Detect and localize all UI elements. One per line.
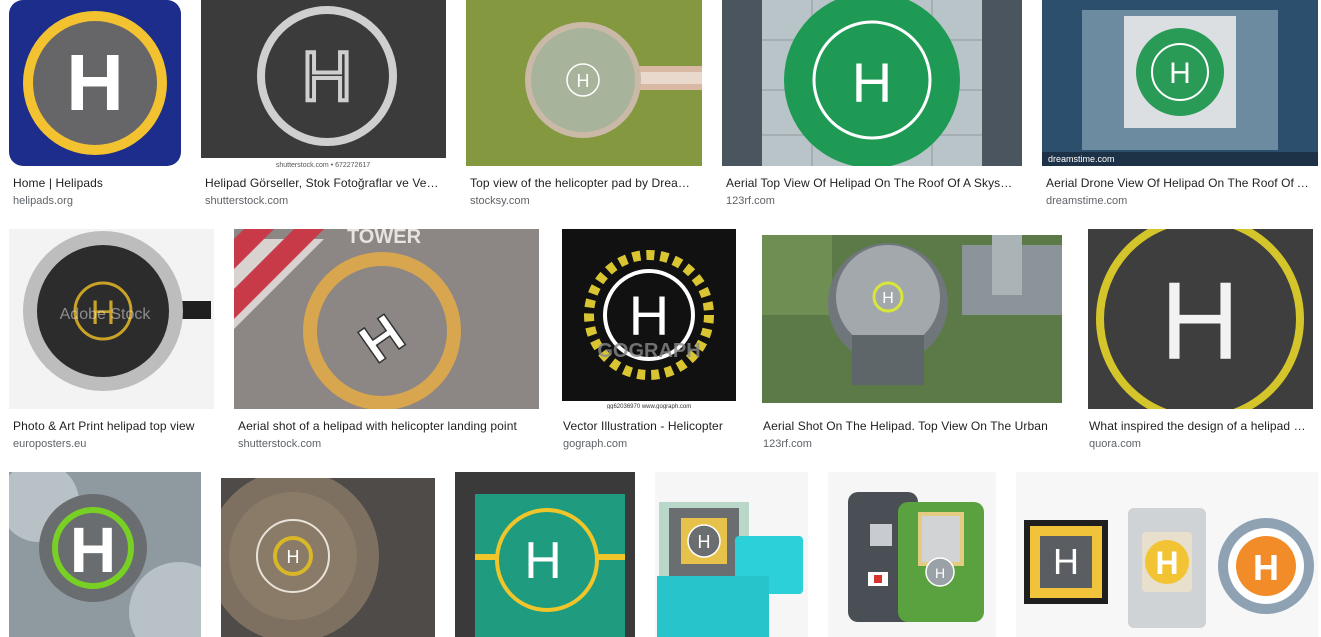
- result-tile[interactable]: H: [828, 472, 996, 637]
- result-title[interactable]: Aerial shot of a helipad with helicopter…: [238, 419, 517, 433]
- helipad-image: H: [9, 0, 181, 166]
- result-title[interactable]: Top view of the helicopter pad by Dream …: [470, 176, 698, 190]
- result-thumbnail[interactable]: H: [655, 472, 808, 637]
- result-tile[interactable]: H: [655, 472, 808, 637]
- svg-text:H: H: [1160, 260, 1239, 383]
- result-title[interactable]: Vector Illustration - Helicopter: [563, 419, 723, 433]
- result-thumbnail[interactable]: H: [9, 472, 201, 637]
- helipad-image: H: [466, 0, 702, 166]
- result-thumbnail[interactable]: H GOGRAPH gg62036970 www.gograph.com: [562, 229, 736, 409]
- svg-text:H: H: [91, 294, 116, 332]
- result-source: shutterstock.com: [205, 195, 289, 207]
- svg-text:H: H: [698, 532, 711, 552]
- svg-text:TOWER: TOWER: [347, 229, 422, 248]
- svg-text:H: H: [852, 51, 892, 114]
- svg-text:shutterstock.com • 672272617: shutterstock.com • 672272617: [276, 162, 370, 169]
- helipad-image: H: [221, 478, 435, 637]
- result-tile[interactable]: H dreamstime.com Aerial Drone View Of He…: [1042, 0, 1318, 215]
- result-thumbnail[interactable]: H: [828, 472, 996, 637]
- result-title[interactable]: What inspired the design of a helipad wi…: [1089, 419, 1311, 433]
- result-tile[interactable]: H TOWER Aerial shot of a helipad with he…: [234, 229, 539, 451]
- result-source: quora.com: [1089, 438, 1141, 450]
- result-tile[interactable]: H Adobe Stock Photo & Art Print helipad …: [9, 229, 214, 451]
- helipad-image: H: [655, 472, 808, 637]
- svg-text:dreamstime.com: dreamstime.com: [1048, 154, 1115, 164]
- result-tile[interactable]: H shutterstock.com • 672272617 Helipad G…: [201, 0, 446, 215]
- helipad-image: H: [455, 472, 635, 637]
- svg-text:H: H: [1155, 545, 1178, 581]
- result-tile[interactable]: H GOGRAPH gg62036970 www.gograph.com Vec…: [559, 229, 739, 451]
- svg-text:H: H: [629, 284, 669, 347]
- result-source: 123rf.com: [763, 438, 812, 450]
- result-tile[interactable]: H What inspired the design of a helipad …: [1085, 229, 1315, 451]
- result-source: gograph.com: [563, 438, 628, 450]
- svg-text:Adobe Stock: Adobe Stock: [60, 306, 152, 323]
- result-title[interactable]: Aerial Drone View Of Helipad On The Roof…: [1046, 176, 1314, 190]
- helipad-image: H GOGRAPH gg62036970 www.gograph.com: [562, 229, 736, 409]
- result-source: dreamstime.com: [1046, 195, 1128, 207]
- result-thumbnail[interactable]: H Adobe Stock: [9, 229, 214, 409]
- svg-text:gg62036970 www.gograph.com: gg62036970 www.gograph.com: [607, 404, 691, 409]
- helipad-image: H: [9, 472, 201, 637]
- result-tile[interactable]: H Home | Helipads helipads.org: [9, 0, 181, 215]
- svg-text:H: H: [577, 71, 590, 91]
- helipad-image: H: [762, 235, 1062, 403]
- result-thumbnail[interactable]: H: [1088, 229, 1313, 409]
- result-thumbnail[interactable]: H: [9, 0, 181, 166]
- helipad-image: H dreamstime.com: [1042, 0, 1318, 166]
- result-thumbnail[interactable]: H: [722, 0, 1022, 166]
- result-title[interactable]: Aerial Shot On The Helipad. Top View On …: [763, 419, 1048, 433]
- helipad-image: H: [722, 0, 1022, 166]
- result-thumbnail[interactable]: H: [762, 235, 1062, 403]
- svg-text:H: H: [1169, 57, 1191, 90]
- helipad-image: H: [1088, 229, 1313, 409]
- helipad-image: H shutterstock.com • 672272617: [201, 0, 446, 170]
- result-source: stocksy.com: [470, 195, 530, 207]
- result-source: shutterstock.com: [238, 438, 322, 450]
- result-title[interactable]: Home | Helipads: [13, 176, 103, 190]
- svg-text:H: H: [1253, 547, 1279, 588]
- svg-text:H: H: [287, 547, 300, 567]
- helipad-image: H TOWER: [234, 229, 539, 409]
- result-tile[interactable]: H: [9, 472, 201, 637]
- result-source: helipads.org: [13, 195, 73, 207]
- result-tile[interactable]: H Top view of the helicopter pad by Drea…: [466, 0, 702, 215]
- svg-text:H: H: [66, 38, 124, 127]
- svg-text:H: H: [302, 37, 353, 115]
- result-thumbnail[interactable]: H: [455, 472, 635, 637]
- result-thumbnail[interactable]: H H H: [1016, 472, 1318, 637]
- result-tile[interactable]: H Aerial Shot On The Helipad. Top View O…: [759, 229, 1065, 451]
- result-source: europosters.eu: [13, 438, 87, 450]
- result-title[interactable]: Aerial Top View Of Helipad On The Roof O…: [726, 176, 1018, 190]
- svg-text:H: H: [1053, 541, 1079, 582]
- result-thumbnail[interactable]: H: [466, 0, 702, 166]
- result-title[interactable]: Helipad Görseller, Stok Fotoğraflar ve V…: [205, 176, 441, 190]
- result-title[interactable]: Photo & Art Print helipad top view: [13, 419, 195, 433]
- helipad-image: H Adobe Stock: [9, 229, 214, 409]
- svg-text:H: H: [935, 565, 945, 581]
- svg-text:H: H: [524, 532, 562, 590]
- svg-text:H: H: [882, 290, 894, 307]
- result-thumbnail[interactable]: H shutterstock.com • 672272617: [201, 0, 446, 170]
- helipad-image: H: [828, 472, 996, 637]
- result-thumbnail[interactable]: H TOWER: [234, 229, 539, 409]
- helipad-image: H H H: [1016, 472, 1318, 637]
- result-thumbnail[interactable]: H dreamstime.com: [1042, 0, 1318, 166]
- result-source: 123rf.com: [726, 195, 775, 207]
- result-tile[interactable]: H H H: [1016, 472, 1318, 637]
- result-tile[interactable]: H Aerial Top View Of Helipad On The Roof…: [722, 0, 1022, 215]
- result-tile[interactable]: H: [221, 478, 435, 637]
- svg-text:GOGRAPH: GOGRAPH: [597, 340, 700, 362]
- result-tile[interactable]: H: [455, 472, 635, 637]
- svg-text:H: H: [70, 514, 116, 586]
- result-thumbnail[interactable]: H: [221, 478, 435, 637]
